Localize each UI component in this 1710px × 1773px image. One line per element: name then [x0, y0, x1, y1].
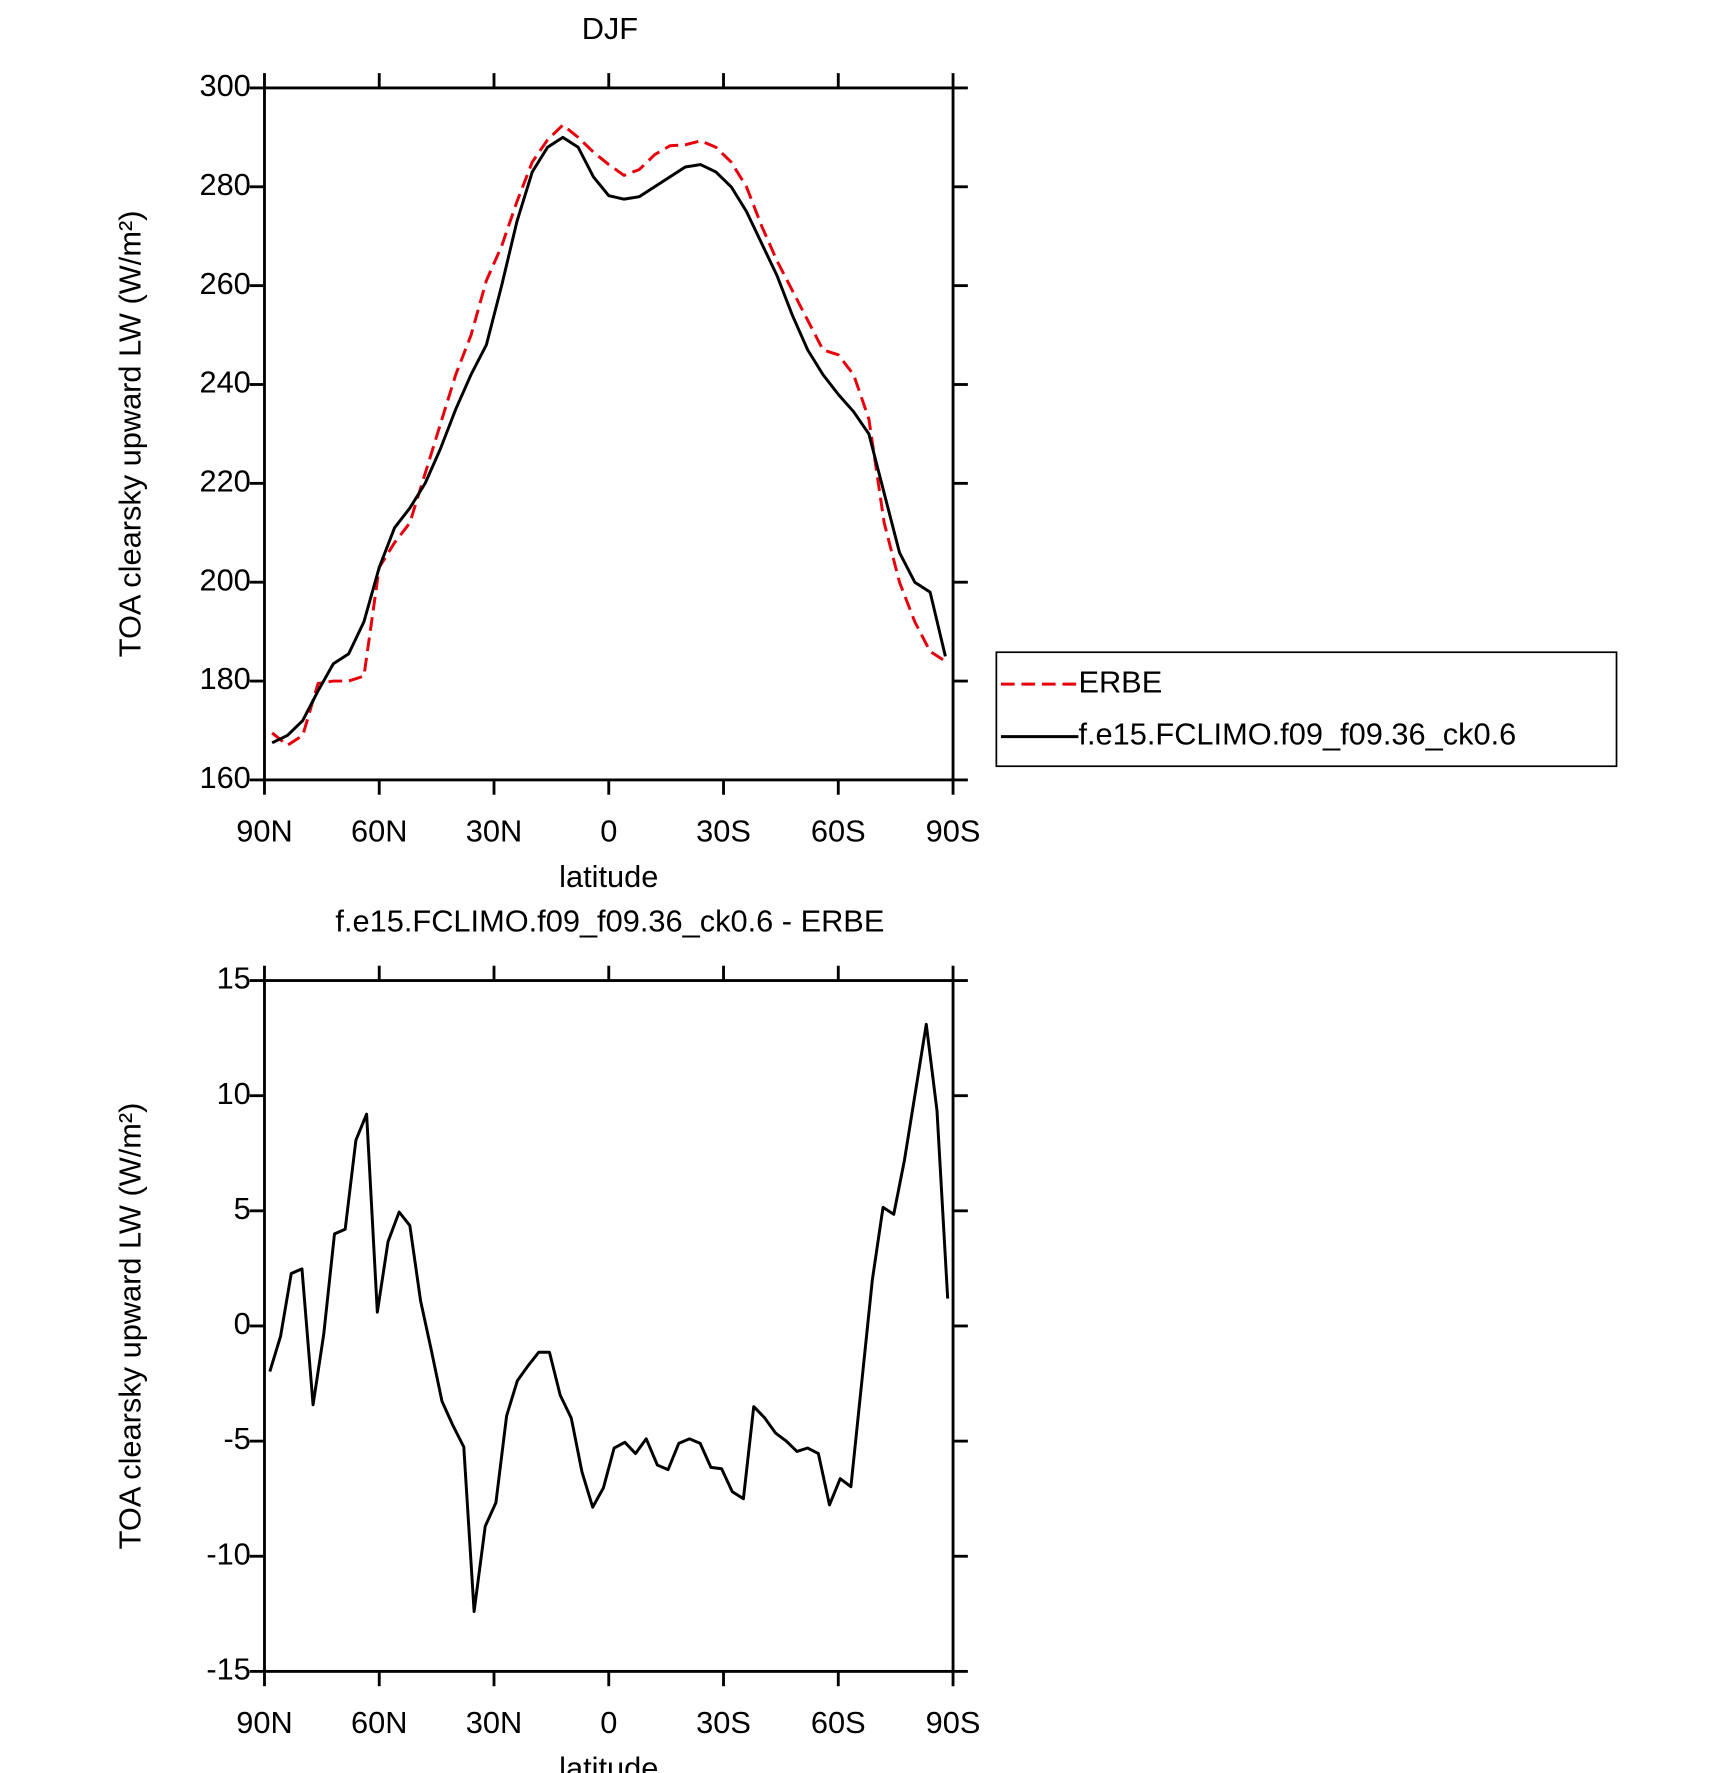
- y-tick-label: 5: [234, 1191, 251, 1226]
- legend-label: ERBE: [1078, 664, 1162, 699]
- y-tick-label: -5: [223, 1421, 250, 1456]
- y-tick-label: 180: [199, 661, 250, 696]
- x-tick-label: 0: [600, 1705, 617, 1740]
- y-axis-label: TOA clearsky upward LW (W/m²): [112, 211, 147, 658]
- y-tick-label: 240: [199, 365, 250, 400]
- x-tick-label: 60N: [351, 1705, 407, 1740]
- x-tick-label: 30N: [466, 1705, 522, 1740]
- y-tick-label: 0: [234, 1306, 251, 1341]
- y-tick-label: 260: [199, 266, 250, 301]
- chart-title: f.e15.FCLIMO.f09_f09.36_ck0.6 - ERBE: [335, 904, 884, 939]
- data-line: [268, 1022, 950, 1613]
- y-tick-label: 160: [199, 760, 250, 795]
- legend-box: [995, 651, 1618, 768]
- x-tick-label: 0: [600, 814, 617, 849]
- y-tick-label: 10: [217, 1076, 251, 1111]
- chart-title: DJF: [582, 11, 638, 46]
- x-axis-label: latitude: [559, 1751, 658, 1773]
- x-tick-label: 60N: [351, 814, 407, 849]
- plot-frame: [263, 86, 955, 782]
- x-tick-label: 60S: [811, 1705, 866, 1740]
- x-axis-label: latitude: [559, 859, 658, 894]
- data-line: [271, 123, 947, 747]
- x-tick-label: 90N: [236, 814, 292, 849]
- x-tick-label: 30S: [696, 814, 751, 849]
- y-axis-label: TOA clearsky upward LW (W/m²): [112, 1103, 147, 1550]
- y-tick-label: 300: [199, 68, 250, 103]
- y-tick-label: 200: [199, 562, 250, 597]
- x-tick-label: 30S: [696, 1705, 751, 1740]
- y-tick-label: -15: [206, 1652, 250, 1687]
- y-tick-label: 220: [199, 463, 250, 498]
- x-tick-label: 90N: [236, 1705, 292, 1740]
- x-tick-label: 90S: [926, 814, 981, 849]
- x-tick-label: 60S: [811, 814, 866, 849]
- x-tick-label: 90S: [926, 1705, 981, 1740]
- y-tick-label: -10: [206, 1536, 250, 1571]
- y-tick-label: 280: [199, 167, 250, 202]
- data-line: [271, 135, 947, 745]
- y-tick-label: 15: [217, 961, 251, 996]
- x-tick-label: 30N: [466, 814, 522, 849]
- legend-label: f.e15.FCLIMO.f09_f09.36_ck0.6: [1078, 717, 1516, 752]
- plot-frame: [263, 979, 955, 1673]
